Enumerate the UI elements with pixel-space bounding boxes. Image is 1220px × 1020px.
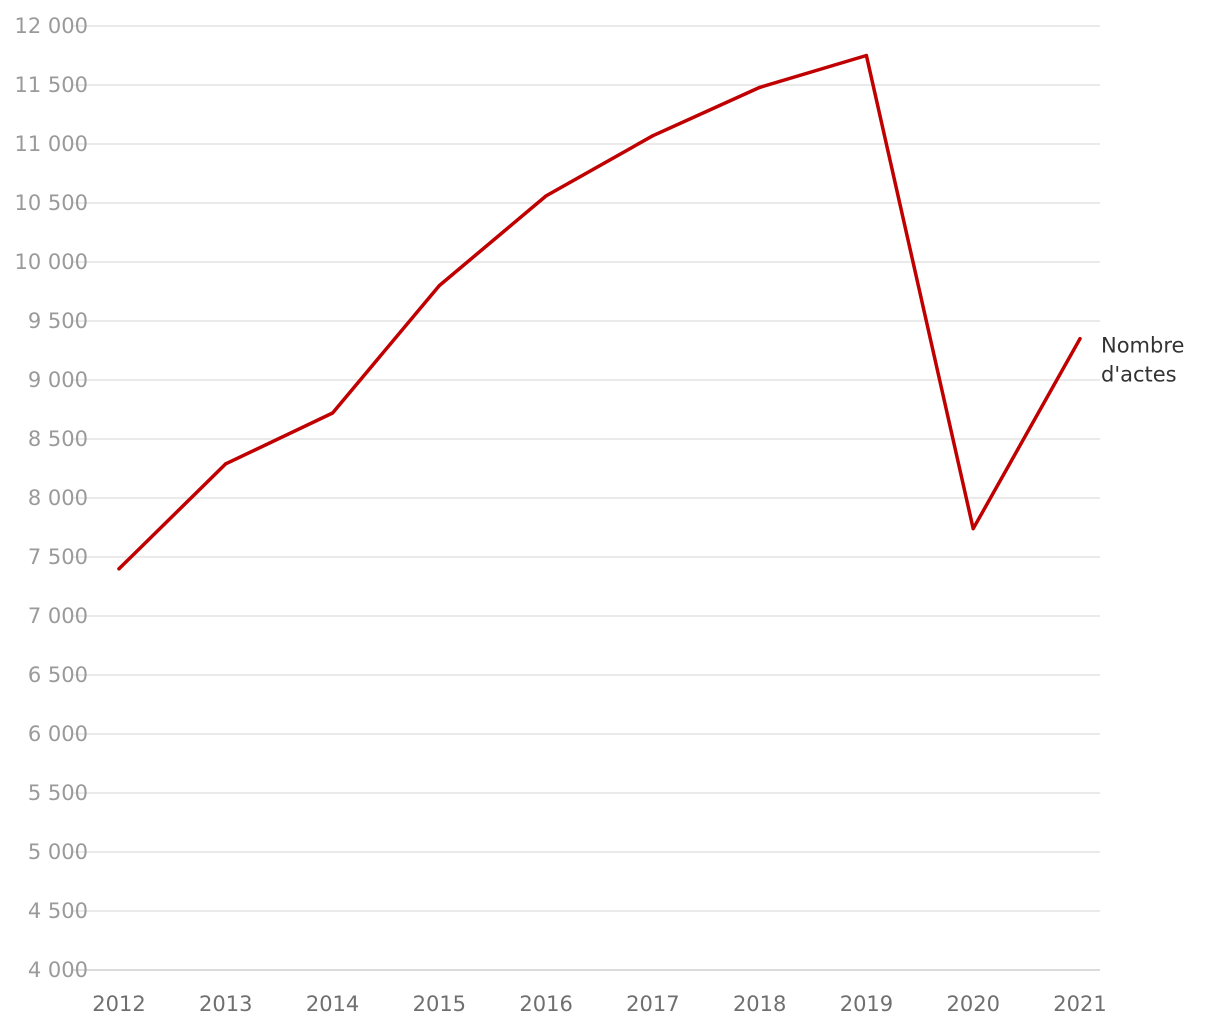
x-tick-label: 2019	[840, 992, 893, 1016]
y-tick-label: 5 000	[28, 840, 88, 864]
y-tick-label: 7 500	[28, 545, 88, 569]
y-tick-label: 9 000	[28, 368, 88, 392]
data-point	[758, 85, 762, 89]
series-line-nombre-actes	[117, 53, 1082, 571]
series-label-line: Nombre	[1101, 334, 1184, 358]
x-tick-label: 2012	[92, 992, 145, 1016]
data-point	[864, 53, 869, 58]
x-tick-label: 2014	[306, 992, 359, 1016]
y-tick-label: 5 500	[28, 781, 88, 805]
data-point	[971, 527, 975, 531]
y-tick-label: 11 500	[15, 73, 88, 97]
data-point	[117, 567, 121, 571]
y-tick-label: 6 000	[28, 722, 88, 746]
x-tick-label: 2021	[1053, 992, 1106, 1016]
y-tick-label: 4 000	[28, 958, 88, 982]
data-point	[651, 134, 655, 138]
x-tick-label: 2017	[626, 992, 679, 1016]
x-tick-label: 2013	[199, 992, 252, 1016]
x-axis-tick-labels: 2012 2013 2014 2015 2016 2017 2018 2019 2020 2021	[92, 992, 1106, 1016]
data-point	[224, 462, 228, 466]
y-tick-label: 8 500	[28, 427, 88, 451]
y-tick-label: 10 000	[15, 250, 88, 274]
series-direct-labels: Nombre d'actes	[1101, 334, 1184, 387]
y-axis-tick-labels: 4 000 4 500 5 000 5 500 6 000 6 500 7 000 7 500…	[15, 14, 88, 982]
series-layer	[117, 53, 1082, 571]
x-tick-label: 2020	[946, 992, 999, 1016]
x-tick-label: 2016	[519, 992, 572, 1016]
y-tick-label: 9 500	[28, 309, 88, 333]
data-point	[437, 284, 441, 288]
y-tick-label: 11 000	[15, 132, 88, 156]
data-point	[330, 411, 335, 415]
x-tick-label: 2018	[733, 992, 786, 1016]
data-point	[1078, 337, 1082, 341]
y-tick-label: 7 000	[28, 604, 88, 628]
y-tick-label: 6 500	[28, 663, 88, 687]
x-tick-label: 2015	[413, 992, 466, 1016]
y-tick-label: 8 000	[28, 486, 88, 510]
y-tick-label: 12 000	[15, 14, 88, 38]
y-tick-label: 10 500	[15, 191, 88, 215]
series-label-line: d'actes	[1101, 363, 1177, 387]
gridlines	[72, 25, 1100, 971]
data-point	[544, 194, 548, 198]
y-tick-label: 4 500	[28, 899, 88, 923]
